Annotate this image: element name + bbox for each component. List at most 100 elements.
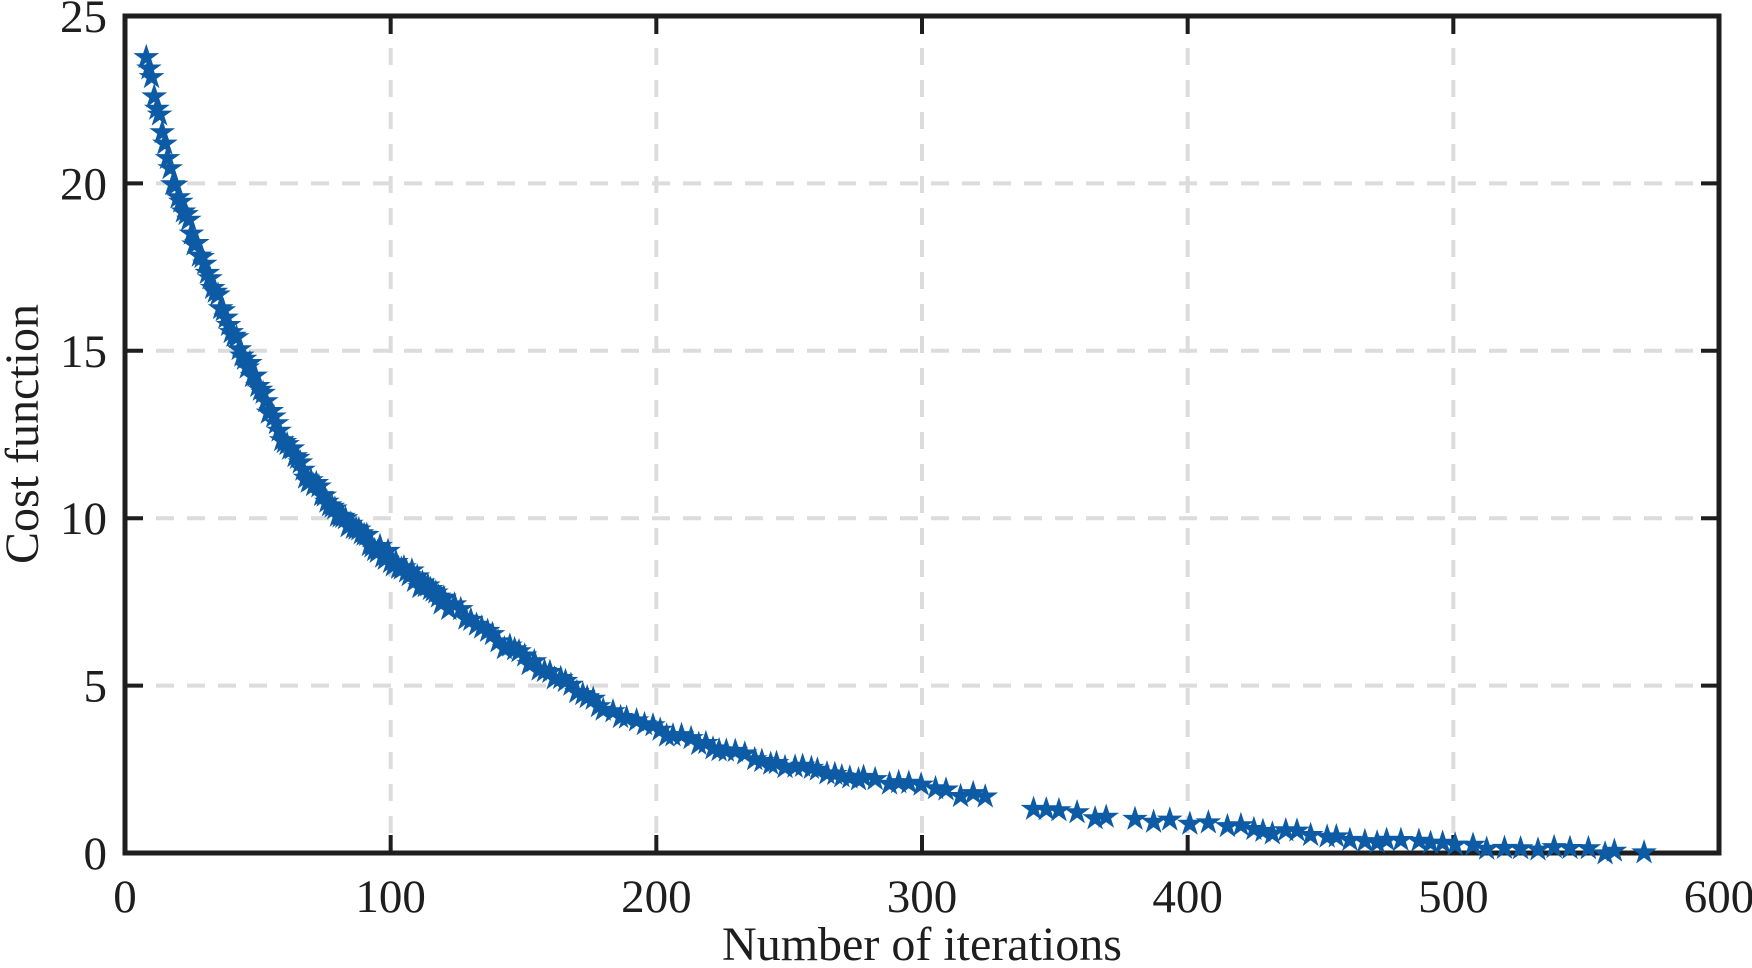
data-point-marker xyxy=(205,281,231,306)
data-point-marker xyxy=(908,771,934,796)
data-point-marker xyxy=(141,83,168,108)
data-point-marker xyxy=(1429,829,1456,854)
data-point-marker xyxy=(253,387,279,413)
data-point-marker xyxy=(242,362,268,387)
data-point-marker xyxy=(693,729,719,755)
data-point-marker xyxy=(1525,836,1551,861)
x-tick-label: 500 xyxy=(1418,871,1489,923)
data-point-marker xyxy=(284,444,311,469)
data-point-marker xyxy=(547,664,574,690)
data-point-marker xyxy=(322,495,348,520)
data-point-marker xyxy=(144,95,170,120)
data-point-marker xyxy=(585,692,612,718)
data-point-marker xyxy=(1259,820,1286,845)
data-point-marker xyxy=(1033,796,1060,821)
data-point-marker xyxy=(353,521,380,547)
data-point-marker xyxy=(458,606,484,631)
grid-layer xyxy=(125,16,1719,853)
data-point-marker xyxy=(154,144,181,170)
data-point-marker xyxy=(1337,826,1363,851)
data-point-marker xyxy=(1228,811,1254,837)
data-point-marker xyxy=(1122,805,1148,830)
data-point-marker xyxy=(1156,806,1183,831)
data-point-marker xyxy=(763,749,790,775)
data-point-marker xyxy=(678,724,704,750)
data-point-marker xyxy=(223,323,250,349)
data-point-marker xyxy=(1507,835,1534,860)
y-axis-label: Cost function xyxy=(0,304,49,564)
data-point-marker xyxy=(367,532,393,558)
data-point-marker xyxy=(1177,810,1203,835)
data-point-marker xyxy=(960,779,986,805)
data-point-marker xyxy=(972,783,999,808)
data-point-marker xyxy=(804,756,831,781)
data-point-marker xyxy=(1373,826,1400,851)
data-point-marker xyxy=(516,650,542,676)
data-point-marker xyxy=(1140,808,1167,833)
tick-marks-layer xyxy=(123,14,1721,855)
data-point-marker xyxy=(506,638,532,663)
data-point-marker xyxy=(1442,831,1468,856)
data-point-marker xyxy=(213,304,239,329)
data-point-marker xyxy=(474,617,501,642)
data-point-marker xyxy=(133,43,160,69)
data-point-marker xyxy=(552,667,579,693)
data-point-marker xyxy=(1601,837,1628,862)
x-axis-label: Number of iterations xyxy=(722,918,1122,968)
data-point-marker xyxy=(441,591,468,616)
data-point-marker xyxy=(306,473,332,498)
data-point-marker xyxy=(383,548,409,574)
y-tick-label: 0 xyxy=(84,828,108,880)
data-point-marker xyxy=(521,647,548,673)
data-point-marker xyxy=(431,584,457,609)
data-point-marker xyxy=(1046,796,1072,822)
data-point-marker xyxy=(1064,799,1090,824)
data-point-marker xyxy=(1557,834,1583,860)
data-point-marker xyxy=(558,671,584,696)
data-point-marker xyxy=(647,716,673,741)
data-point-marker xyxy=(1491,834,1518,859)
tick-labels-layer: 0 100 200 300 400 500 600 0 5 10 15 20 25 xyxy=(60,0,1752,923)
data-point-marker xyxy=(146,101,173,126)
x-tick-label: 0 xyxy=(113,871,137,923)
data-point-marker xyxy=(885,768,912,794)
data-point-marker xyxy=(168,188,194,213)
data-point-marker xyxy=(933,776,959,801)
data-point-marker xyxy=(1473,835,1500,860)
data-point-marker xyxy=(447,595,474,621)
data-point-marker xyxy=(149,118,175,144)
data-point-marker xyxy=(468,614,495,639)
data-point-marker xyxy=(136,55,162,80)
data-point-marker xyxy=(600,698,626,723)
data-point-marker xyxy=(215,311,242,337)
data-point-marker xyxy=(173,200,199,226)
data-point-marker xyxy=(570,680,596,706)
data-point-marker xyxy=(511,642,538,667)
data-point-marker xyxy=(1364,829,1390,854)
data-point-marker xyxy=(266,417,292,442)
data-point-marker xyxy=(391,553,417,579)
data-point-marker xyxy=(1631,839,1657,864)
data-point-marker xyxy=(287,449,314,474)
y-tick-label: 15 xyxy=(60,326,107,378)
data-point-marker xyxy=(183,229,210,255)
data-point-marker xyxy=(1284,817,1310,842)
y-tick-label: 25 xyxy=(60,0,107,43)
x-tick-label: 200 xyxy=(621,871,692,923)
data-point-marker xyxy=(668,721,695,747)
data-point-marker xyxy=(1592,840,1618,865)
data-point-marker xyxy=(1214,812,1241,838)
data-point-marker xyxy=(423,579,449,604)
data-point-marker xyxy=(191,250,218,275)
data-point-marker xyxy=(258,397,284,422)
data-point-marker xyxy=(580,685,607,710)
data-point-marker xyxy=(731,740,758,765)
data-point-marker xyxy=(1460,831,1486,856)
x-tick-label: 100 xyxy=(355,871,426,923)
data-point-marker xyxy=(290,456,316,481)
data-point-marker xyxy=(1020,795,1047,820)
data-point-marker xyxy=(189,243,215,269)
data-point-marker xyxy=(194,259,221,284)
